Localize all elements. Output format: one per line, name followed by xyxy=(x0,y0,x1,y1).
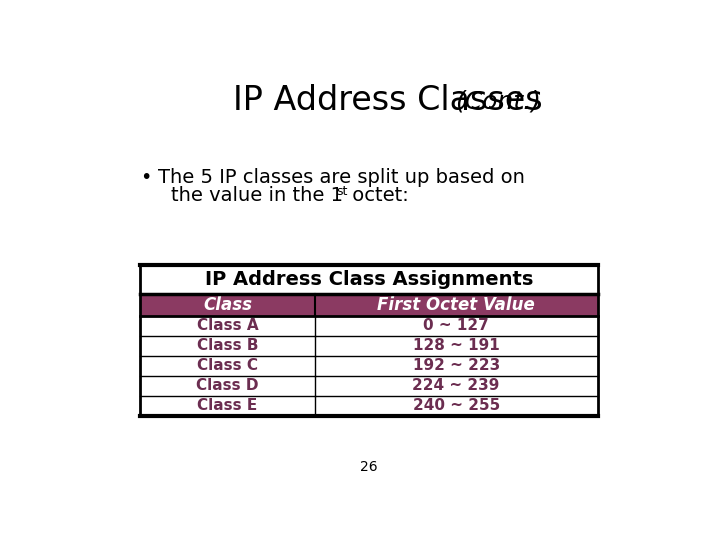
Text: Class D: Class D xyxy=(197,379,258,393)
Text: •: • xyxy=(140,168,151,187)
Text: Class A: Class A xyxy=(197,318,258,333)
Text: Class C: Class C xyxy=(197,359,258,373)
Text: st: st xyxy=(336,185,348,198)
Text: the value in the 1: the value in the 1 xyxy=(171,186,343,205)
Text: IP Address Class Assignments: IP Address Class Assignments xyxy=(204,270,534,289)
Text: 192 ~ 223: 192 ~ 223 xyxy=(413,359,500,373)
Text: 26: 26 xyxy=(360,460,378,474)
Text: First Octet Value: First Octet Value xyxy=(377,296,535,314)
Text: (Cont.): (Cont.) xyxy=(455,90,541,114)
Text: The 5 IP classes are split up based on: The 5 IP classes are split up based on xyxy=(158,168,525,187)
Bar xyxy=(140,294,598,316)
Text: Class: Class xyxy=(203,296,252,314)
Bar xyxy=(140,376,598,396)
Text: 128 ~ 191: 128 ~ 191 xyxy=(413,339,500,353)
Text: Class B: Class B xyxy=(197,339,258,353)
Text: Class E: Class E xyxy=(197,399,258,414)
Bar xyxy=(140,316,598,336)
Bar xyxy=(140,396,598,416)
Text: 240 ~ 255: 240 ~ 255 xyxy=(413,399,500,414)
Bar xyxy=(140,356,598,376)
Bar xyxy=(140,265,598,294)
Text: octet:: octet: xyxy=(346,186,408,205)
Bar xyxy=(140,336,598,356)
Text: 0 ~ 127: 0 ~ 127 xyxy=(423,318,489,333)
Text: IP Address Classes: IP Address Classes xyxy=(233,84,543,118)
Text: 224 ~ 239: 224 ~ 239 xyxy=(413,379,500,393)
